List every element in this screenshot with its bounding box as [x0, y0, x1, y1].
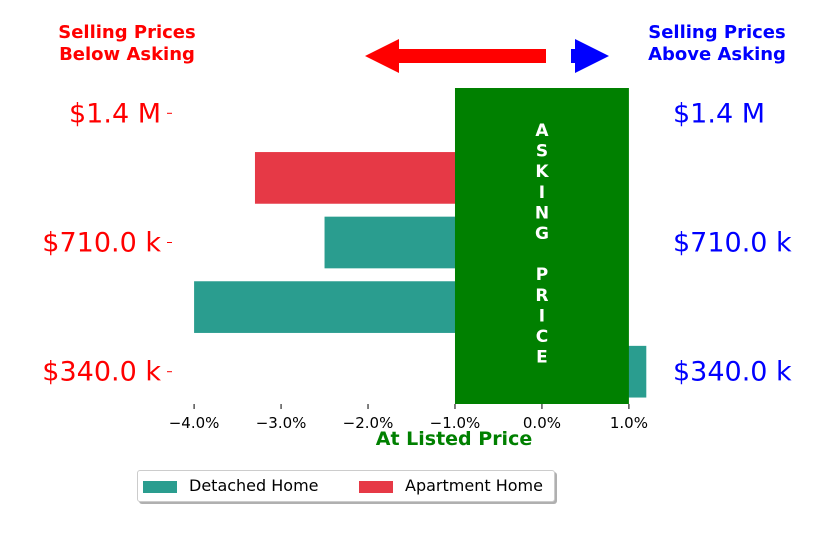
- legend-swatch-apartment: [359, 480, 393, 493]
- y-tick-label-left-0: $340.0 k: [42, 357, 161, 388]
- y-tick-label-left-2: $1.4 M: [69, 98, 161, 129]
- x-tick-label-4: 0.0%: [523, 414, 561, 432]
- asking-letter-5: G: [535, 224, 549, 244]
- x-tick-label-0: −4.0%: [169, 414, 220, 432]
- x-tick-label-1: −3.0%: [256, 414, 307, 432]
- asking-letter-0: A: [535, 121, 549, 141]
- legend-item-detached: Detached Home: [143, 477, 319, 495]
- left-title-line2: Below Asking: [59, 44, 195, 65]
- right-title-line1: Selling Prices: [648, 22, 785, 43]
- y-tick-label-right-1: $710.0 k: [673, 228, 792, 259]
- right-title-line2: Above Asking: [648, 44, 786, 65]
- asking-price-band: [454, 88, 629, 404]
- asking-letter-11: E: [536, 348, 548, 368]
- asking-letter-9: I: [539, 306, 545, 326]
- y-tick-label-left-1: $710.0 k: [42, 228, 161, 259]
- legend: Detached Home Apartment Home: [137, 470, 555, 502]
- x-tick-label-2: −2.0%: [343, 414, 394, 432]
- x-tick-label-5: 1.0%: [610, 414, 648, 432]
- y-tick-label-right-0: $340.0 k: [673, 357, 792, 388]
- left-arrow-icon: [365, 39, 546, 73]
- asking-letter-10: C: [536, 327, 548, 347]
- asking-letter-2: K: [535, 162, 549, 182]
- legend-label-detached: Detached Home: [189, 476, 319, 495]
- legend-swatch-detached: [143, 480, 177, 493]
- x-axis: −4.0% −3.0% −2.0% −1.0% 0.0% 1.0%: [169, 404, 648, 432]
- asking-letter-3: I: [539, 183, 545, 203]
- asking-letter-1: S: [536, 142, 548, 162]
- asking-letter-4: N: [535, 203, 549, 223]
- asking-letter-7: P: [536, 265, 548, 285]
- legend-label-apartment: Apartment Home: [405, 476, 543, 495]
- legend-item-apartment: Apartment Home: [359, 477, 543, 495]
- y-axis-labels: $340.0 k $340.0 k $710.0 k $710.0 k $1.4 M $1…: [42, 98, 792, 387]
- left-title-line1: Selling Prices: [58, 22, 195, 43]
- asking-letter-8: R: [535, 286, 548, 306]
- right-arrow-icon: [571, 39, 609, 73]
- x-axis-label: At Listed Price: [376, 428, 532, 450]
- y-tick-label-right-2: $1.4 M: [673, 98, 765, 129]
- x-tick-label-3: −1.0%: [430, 414, 481, 432]
